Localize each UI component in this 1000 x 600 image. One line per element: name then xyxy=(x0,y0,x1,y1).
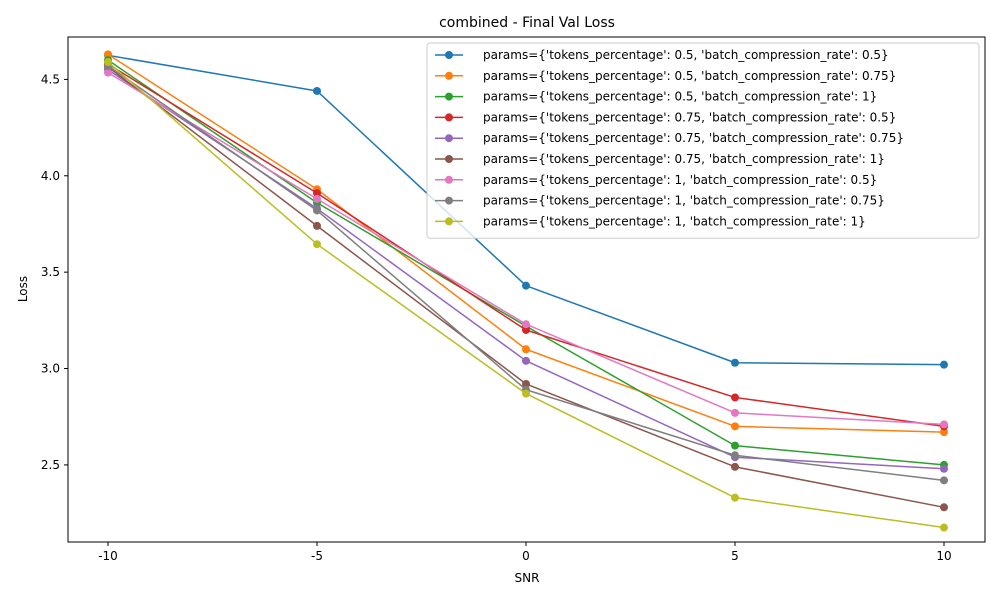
x-tick-label: -10 xyxy=(98,549,118,563)
legend-label: params={'tokens_percentage': 1, 'batch_c… xyxy=(483,173,877,187)
x-tick-label: 5 xyxy=(731,549,739,563)
legend-label: params={'tokens_percentage': 0.5, 'batch… xyxy=(483,69,896,83)
legend-swatch-marker xyxy=(445,196,453,205)
chart-title: combined - Final Val Loss xyxy=(439,15,615,31)
legend-entry: params={'tokens_percentage': 0.5, 'batch… xyxy=(435,48,889,62)
legend-swatch-marker xyxy=(445,51,453,59)
data-point xyxy=(313,194,321,203)
legend-swatch-marker xyxy=(445,71,453,80)
y-tick-label: 4.0 xyxy=(41,169,60,183)
series-1 xyxy=(104,51,948,369)
y-tick-label: 4.5 xyxy=(41,72,60,86)
data-point xyxy=(522,345,530,354)
legend-swatch-marker xyxy=(445,217,453,226)
legend-entry: params={'tokens_percentage': 1, 'batch_c… xyxy=(435,194,885,208)
legend-entry: params={'tokens_percentage': 1, 'batch_c… xyxy=(435,173,877,187)
data-point xyxy=(313,86,321,95)
data-point xyxy=(940,476,948,485)
legend-entry: params={'tokens_percentage': 0.75, 'batc… xyxy=(435,152,885,166)
legend-swatch-marker xyxy=(445,134,453,143)
x-tick-label: -5 xyxy=(311,549,323,563)
y-tick-label: 3.5 xyxy=(41,265,60,279)
legend-entry: params={'tokens_percentage': 0.75, 'batc… xyxy=(435,131,904,145)
legend-swatch-marker xyxy=(445,92,453,101)
data-point xyxy=(104,50,112,59)
legend-label: params={'tokens_percentage': 0.5, 'batch… xyxy=(483,48,889,62)
data-point xyxy=(940,523,948,532)
data-point xyxy=(522,389,530,398)
data-point xyxy=(731,422,739,431)
data-point xyxy=(522,356,530,365)
data-point xyxy=(940,360,948,369)
data-point xyxy=(522,379,530,388)
data-point xyxy=(522,320,530,329)
legend: params={'tokens_percentage': 0.5, 'batch… xyxy=(426,42,980,239)
x-axis-ticks: -10 -5 0 5 10 xyxy=(98,542,952,563)
data-point xyxy=(104,68,112,77)
data-point xyxy=(313,206,321,215)
legend-label: params={'tokens_percentage': 0.75, 'batc… xyxy=(483,152,885,166)
y-tick-label: 3.0 xyxy=(41,362,60,376)
legend-label: params={'tokens_percentage': 1, 'batch_c… xyxy=(483,214,866,228)
data-point xyxy=(731,393,739,402)
data-point xyxy=(940,503,948,512)
data-point xyxy=(731,441,739,450)
y-tick-label: 2.5 xyxy=(41,458,60,472)
legend-label: params={'tokens_percentage': 0.75, 'batc… xyxy=(483,110,896,124)
data-point xyxy=(731,358,739,367)
data-point xyxy=(313,240,321,249)
legend-entry: params={'tokens_percentage': 0.5, 'batch… xyxy=(435,69,896,83)
data-point xyxy=(940,428,948,437)
x-axis-label: SNR xyxy=(515,571,540,585)
data-point xyxy=(940,420,948,429)
data-point xyxy=(731,451,739,460)
data-point xyxy=(940,464,948,473)
data-point xyxy=(731,493,739,502)
data-point xyxy=(731,462,739,471)
data-point xyxy=(522,325,530,334)
x-tick-label: 10 xyxy=(936,549,951,563)
plot-frame xyxy=(67,36,986,543)
y-axis-ticks: 2.5 3.0 3.5 4.0 4.5 xyxy=(41,72,68,472)
data-point xyxy=(313,221,321,230)
series-9 xyxy=(104,58,948,532)
legend-box xyxy=(426,42,980,239)
series-7 xyxy=(104,68,948,429)
legend-entry: params={'tokens_percentage': 0.5, 'batch… xyxy=(435,90,877,104)
data-point xyxy=(522,281,530,290)
data-point xyxy=(104,58,112,67)
legend-swatch-marker xyxy=(445,113,453,122)
y-axis-label: Loss xyxy=(16,276,30,302)
legend-swatch-marker xyxy=(445,175,453,184)
legend-label: params={'tokens_percentage': 0.75, 'batc… xyxy=(483,131,904,145)
data-point xyxy=(313,189,321,198)
x-tick-label: 0 xyxy=(522,549,530,563)
legend-swatch-marker xyxy=(445,155,453,163)
legend-entry: params={'tokens_percentage': 0.75, 'batc… xyxy=(435,110,896,124)
legend-label: params={'tokens_percentage': 1, 'batch_c… xyxy=(483,194,885,208)
series-layer xyxy=(104,50,948,532)
legend-entry: params={'tokens_percentage': 1, 'batch_c… xyxy=(435,214,866,228)
legend-label: params={'tokens_percentage': 0.5, 'batch… xyxy=(483,90,877,104)
data-point xyxy=(731,408,739,417)
